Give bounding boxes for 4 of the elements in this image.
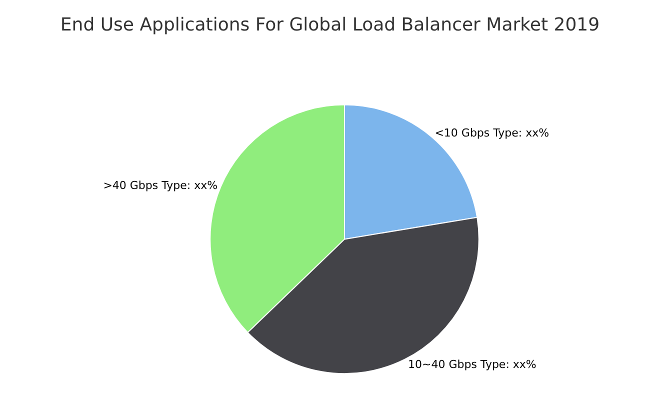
slice-label: <10 Gbps Type: xx% (434, 126, 550, 140)
chart-title: End Use Applications For Global Load Balancer Market 2019 (60, 14, 600, 36)
slice-label: >40 Gbps Type: xx% (103, 179, 218, 192)
slice-label: 10~40 Gbps Type: xx% (408, 358, 536, 372)
